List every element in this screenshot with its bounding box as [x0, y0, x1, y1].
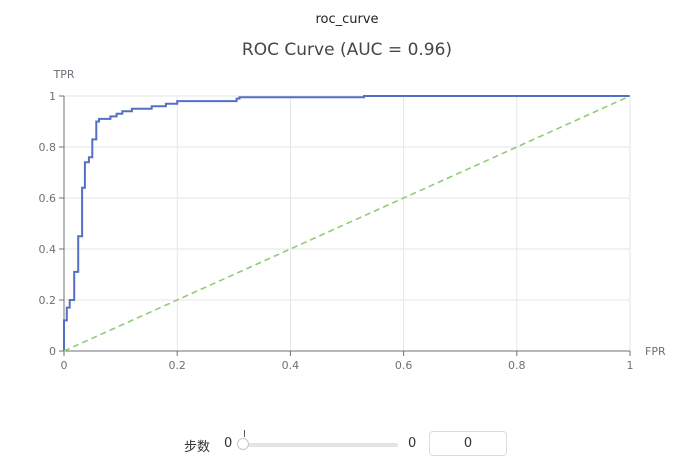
series-lines	[63, 95, 631, 352]
y-tick-label: 0.6	[39, 192, 57, 205]
y-tick-label: 1	[49, 90, 56, 103]
random-baseline-line	[63, 95, 631, 352]
roc-curve-line	[63, 95, 630, 351]
x-tick-label: 0	[61, 359, 68, 372]
slider-thumb[interactable]	[237, 438, 249, 450]
chart-title: ROC Curve (AUC = 0.96)	[242, 40, 452, 60]
y-axis-label: TPR	[53, 68, 75, 81]
step-input[interactable]: 0	[429, 431, 507, 456]
x-tick-label: 0.8	[508, 359, 526, 372]
y-tick-label: 0.4	[39, 243, 57, 256]
y-tick-label: 0.2	[39, 294, 57, 307]
slider-min-value: 0	[224, 436, 233, 451]
slider-track[interactable]	[242, 443, 398, 447]
roc-chart: ROC Curve (AUC = 0.96) TPR FPR 0 0.2 0.4 0.…	[39, 40, 666, 372]
grid-lines	[59, 95, 631, 356]
slider-max-value: 0	[408, 436, 417, 451]
tick-labels: 0 0.2 0.4 0.6 0.8 1 0 0.2 0.4 0.6 0.8 1	[39, 90, 634, 372]
x-axis-label: FPR	[645, 345, 666, 358]
x-tick-label: 1	[627, 359, 634, 372]
x-tick-label: 0.4	[282, 359, 300, 372]
x-tick-label: 0.6	[395, 359, 413, 372]
y-tick-label: 0.8	[39, 141, 57, 154]
y-tick-label: 0	[49, 345, 56, 358]
step-slider-bar: 步数 0 0 0	[180, 430, 520, 458]
text-cursor-icon	[244, 430, 245, 437]
chart-header-title: roc_curve	[315, 12, 379, 27]
step-label: 步数	[184, 440, 211, 455]
x-tick-label: 0.2	[168, 359, 186, 372]
